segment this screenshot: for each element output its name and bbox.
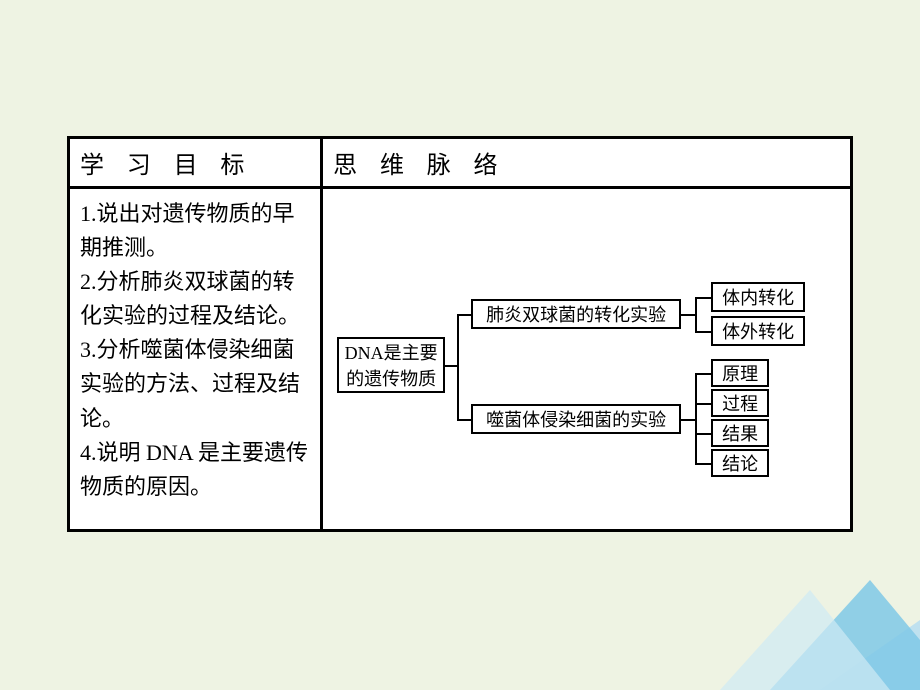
objective-item: 2.分析肺炎双球菌的转化实验的过程及结论。 xyxy=(80,265,310,333)
objectives-cell: 1.说出对遗传物质的早期推测。2.分析肺炎双球菌的转化实验的过程及结论。3.分析… xyxy=(69,188,322,531)
objectives-list: 1.说出对遗传物质的早期推测。2.分析肺炎双球菌的转化实验的过程及结论。3.分析… xyxy=(70,189,320,512)
diagram-node: 噬菌体侵染细菌的实验 xyxy=(471,404,681,434)
connector xyxy=(695,297,711,299)
connector xyxy=(457,419,471,421)
diagram-node: 体内转化 xyxy=(711,282,805,312)
objective-number: 3. xyxy=(80,337,97,362)
connector xyxy=(695,373,711,375)
diagram-node: 肺炎双球菌的转化实验 xyxy=(471,299,681,329)
concept-diagram: DNA是主要的遗传物质肺炎双球菌的转化实验体内转化体外转化噬菌体侵染细菌的实验 原… xyxy=(323,189,850,529)
connector xyxy=(695,297,697,331)
connector xyxy=(457,314,471,316)
connector xyxy=(681,314,695,316)
diagram-node: DNA是主要的遗传物质 xyxy=(337,337,445,393)
objective-number: 1. xyxy=(80,201,97,226)
corner-decoration xyxy=(660,520,920,690)
objective-number: 4. xyxy=(80,440,97,465)
connector xyxy=(681,419,695,421)
header-objectives: 学 习 目 标 xyxy=(69,138,322,188)
objective-item: 3.分析噬菌体侵染细菌实验的方法、过程及结论。 xyxy=(80,333,310,435)
diagram-node: 体外转化 xyxy=(711,316,805,346)
diagram-node: 过程 xyxy=(711,389,769,417)
header-mindmap: 思 维 脉 络 xyxy=(322,138,852,188)
content-table: 学 习 目 标 思 维 脉 络 1.说出对遗传物质的早期推测。2.分析肺炎双球菌… xyxy=(67,136,853,532)
diagram-node: 原理 xyxy=(711,359,769,387)
diagram-node: 结论 xyxy=(711,449,769,477)
connector xyxy=(695,403,711,405)
objective-text: 分析噬菌体侵染细菌实验的方法、过程及结论。 xyxy=(80,337,300,430)
objective-text: 说明 DNA 是主要遗传物质的原因。 xyxy=(80,440,308,499)
objective-number: 2. xyxy=(80,269,97,294)
connector xyxy=(695,463,711,465)
connector xyxy=(695,331,711,333)
diagram-node: 结果 xyxy=(711,419,769,447)
objective-item: 1.说出对遗传物质的早期推测。 xyxy=(80,197,310,265)
connector xyxy=(695,373,697,463)
objective-item: 4.说明 DNA 是主要遗传物质的原因。 xyxy=(80,436,310,504)
decoration-shapes xyxy=(660,520,920,690)
connector xyxy=(457,314,459,419)
connector xyxy=(695,433,711,435)
diagram-cell: DNA是主要的遗传物质肺炎双球菌的转化实验体内转化体外转化噬菌体侵染细菌的实验 原… xyxy=(322,188,852,531)
objective-text: 说出对遗传物质的早期推测。 xyxy=(80,201,295,260)
connector xyxy=(445,365,457,367)
objective-text: 分析肺炎双球菌的转化实验的过程及结论。 xyxy=(80,269,300,328)
